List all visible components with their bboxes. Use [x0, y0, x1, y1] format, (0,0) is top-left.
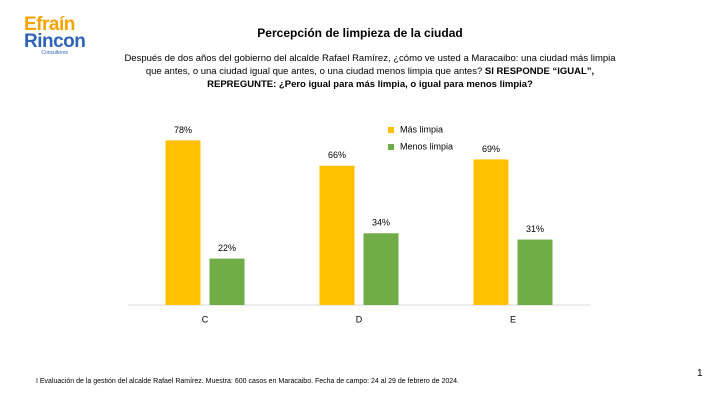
bar — [363, 233, 399, 305]
subtitle-bold: SI RESPONDE “IGUAL”, — [484, 66, 595, 77]
bar — [473, 159, 509, 305]
page-number: 1 — [697, 368, 703, 379]
x-tick-label: D — [356, 314, 363, 324]
subtitle-text: que antes, o una ciudad igual que antes,… — [145, 66, 483, 77]
logo: Efraín Rincon Consultores — [24, 14, 86, 56]
subtitle-bold: REPREGUNTE: ¿Pero igual para más limpia,… — [207, 79, 533, 90]
bar — [517, 239, 553, 305]
chart-title: Percepción de limpieza de la ciudad — [257, 26, 463, 40]
bar — [165, 140, 201, 305]
legend-swatch — [388, 144, 394, 150]
legend-swatch — [388, 127, 394, 133]
bar — [319, 165, 355, 305]
value-label: 34% — [372, 218, 390, 228]
legend-label: Más limpia — [400, 124, 443, 134]
subtitle-text: Después de dos años del gobierno del alc… — [124, 53, 616, 64]
logo-tagline: Consultores — [41, 50, 69, 56]
x-tick-label: C — [202, 314, 209, 324]
value-label: 31% — [526, 224, 544, 234]
legend-label: Menos limpia — [400, 141, 453, 151]
bar — [209, 258, 245, 305]
x-tick-label: E — [510, 314, 516, 324]
footnote: I Evaluación de la gestión del alcalde R… — [36, 378, 459, 385]
subtitle: Después de dos años del gobierno del alc… — [120, 52, 620, 91]
value-label: 78% — [174, 125, 192, 135]
logo-text: Efraín — [24, 14, 75, 35]
value-label: 69% — [482, 144, 500, 154]
value-label: 22% — [218, 243, 236, 253]
value-label: 66% — [328, 150, 346, 160]
logo-text: Rincon — [24, 31, 86, 52]
